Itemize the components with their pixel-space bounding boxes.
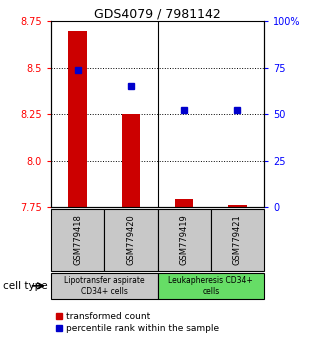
Title: GDS4079 / 7981142: GDS4079 / 7981142 <box>94 7 221 20</box>
Bar <box>158 273 264 299</box>
Bar <box>211 209 264 271</box>
Text: cell type: cell type <box>3 281 48 291</box>
Bar <box>51 209 104 271</box>
Text: Lipotransfer aspirate
CD34+ cells: Lipotransfer aspirate CD34+ cells <box>64 276 145 296</box>
Text: GSM779420: GSM779420 <box>126 215 136 265</box>
Bar <box>175 199 193 207</box>
Text: GSM779418: GSM779418 <box>73 215 82 265</box>
Bar <box>104 209 158 271</box>
Text: Leukapheresis CD34+
cells: Leukapheresis CD34+ cells <box>168 276 253 296</box>
Text: GSM779419: GSM779419 <box>180 215 189 265</box>
Bar <box>122 114 140 207</box>
Text: GSM779421: GSM779421 <box>233 215 242 265</box>
Bar <box>158 209 211 271</box>
Bar <box>68 30 87 207</box>
Bar <box>228 205 247 207</box>
Legend: transformed count, percentile rank within the sample: transformed count, percentile rank withi… <box>56 313 219 333</box>
Bar <box>51 273 158 299</box>
